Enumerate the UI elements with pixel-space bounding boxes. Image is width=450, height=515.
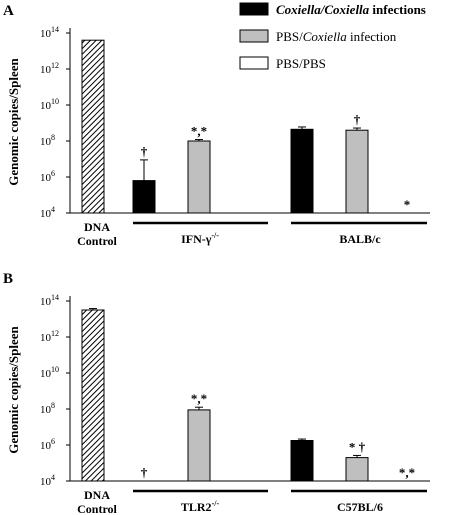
y-tick-base: 10 xyxy=(40,440,52,452)
y-tick-exp: 12 xyxy=(51,329,59,338)
y-tick-label: 108 xyxy=(40,401,55,416)
y-tick-exp: 4 xyxy=(51,473,55,482)
legend-swatch-black xyxy=(239,2,269,16)
y-tick-base: 10 xyxy=(40,404,52,416)
y-tick-exp: 4 xyxy=(51,205,55,214)
y-tick-exp: 10 xyxy=(51,365,59,374)
y-tick-base: 10 xyxy=(40,332,52,344)
panel-a-annotations: † *,* † * xyxy=(141,112,411,212)
y-tick-exp: 12 xyxy=(51,61,59,70)
legend-label-2: PBS/Coxiella infection xyxy=(276,29,397,44)
group-label-line2: Control xyxy=(77,502,117,515)
panel-a-label: A xyxy=(3,3,14,19)
bar xyxy=(345,129,369,214)
y-tick-base: 10 xyxy=(40,100,52,112)
group-label-line1: DNA xyxy=(84,220,110,234)
significance-marker: *,* xyxy=(191,124,207,139)
significance-marker: * xyxy=(404,197,411,212)
group-label: C57BL/6 xyxy=(337,500,383,514)
panel-b-bars xyxy=(81,308,369,482)
group-label: BALB/c xyxy=(339,232,381,246)
y-tick-label: 1010 xyxy=(40,97,59,112)
y-tick-label: 1012 xyxy=(40,329,59,344)
legend-label-3: PBS/PBS xyxy=(276,56,326,71)
group-label-text: TLR2 xyxy=(181,500,212,514)
group-label-text: BALB/c xyxy=(339,232,381,246)
significance-marker: *,* xyxy=(399,465,415,480)
bar xyxy=(187,409,211,482)
y-tick-base: 10 xyxy=(40,172,52,184)
y-tick-base: 10 xyxy=(40,28,52,40)
y-tick-exp: 14 xyxy=(51,25,59,34)
panel-b-annotations: † *,* * † *,* xyxy=(141,391,415,480)
significance-marker: † xyxy=(141,465,148,480)
bar xyxy=(345,457,369,482)
bar xyxy=(81,309,105,482)
significance-marker: *,* xyxy=(191,391,207,406)
bar xyxy=(187,140,211,214)
y-tick-label: 104 xyxy=(40,473,55,488)
significance-marker: † xyxy=(354,112,361,127)
group-label-line2: Control xyxy=(77,234,117,248)
y-tick-exp: 14 xyxy=(51,293,59,302)
significance-marker: * † xyxy=(349,439,366,454)
y-tick-base: 10 xyxy=(40,368,52,380)
y-tick-exp: 8 xyxy=(51,401,55,410)
group-label-text: C57BL/6 xyxy=(337,500,383,514)
panel-b-ylabel: Genomic copies/Spleen xyxy=(6,325,21,453)
y-tick-base: 10 xyxy=(40,296,52,308)
y-tick-base: 10 xyxy=(40,136,52,148)
panel-b-label: B xyxy=(3,271,13,287)
panel-b: B Genomic copies/Spleen 1014101210101081… xyxy=(3,271,430,515)
y-tick-base: 10 xyxy=(40,476,52,488)
bar xyxy=(290,128,314,214)
y-tick-label: 1012 xyxy=(40,61,59,76)
legend-swatch-gray xyxy=(239,29,269,43)
group-label: IFN-γ-/- xyxy=(181,231,219,246)
legend-label-1: Coxiella/Coxiella infections xyxy=(276,2,426,17)
legend-swatch-white xyxy=(239,56,269,70)
group-label-superscript: -/- xyxy=(212,499,220,508)
panel-a: A Genomic copies/Spleen 1014101210101081… xyxy=(3,3,430,248)
y-tick-base: 10 xyxy=(40,208,52,220)
bar xyxy=(132,180,156,214)
group-label-line1: DNA xyxy=(84,488,110,502)
panel-a-bars xyxy=(81,39,369,214)
y-tick-label: 108 xyxy=(40,133,55,148)
y-tick-label: 1010 xyxy=(40,365,59,380)
y-tick-exp: 6 xyxy=(51,437,55,446)
y-tick-label: 106 xyxy=(40,437,55,452)
bar xyxy=(81,39,105,214)
y-tick-label: 106 xyxy=(40,169,55,184)
y-tick-label: 1014 xyxy=(40,293,59,308)
y-tick-label: 104 xyxy=(40,205,55,220)
significance-marker: † xyxy=(141,144,148,159)
legend: Coxiella/Coxiella infections PBS/Coxiell… xyxy=(239,2,426,71)
y-tick-base: 10 xyxy=(40,64,52,76)
y-tick-label: 1014 xyxy=(40,25,59,40)
group-label-text: IFN-γ xyxy=(181,232,212,246)
group-label-superscript: -/- xyxy=(211,231,219,240)
bar xyxy=(290,440,314,482)
y-tick-exp: 8 xyxy=(51,133,55,142)
y-tick-exp: 10 xyxy=(51,97,59,106)
group-label: TLR2-/- xyxy=(181,499,220,514)
y-tick-exp: 6 xyxy=(51,169,55,178)
panel-a-ylabel: Genomic copies/Spleen xyxy=(6,57,21,185)
